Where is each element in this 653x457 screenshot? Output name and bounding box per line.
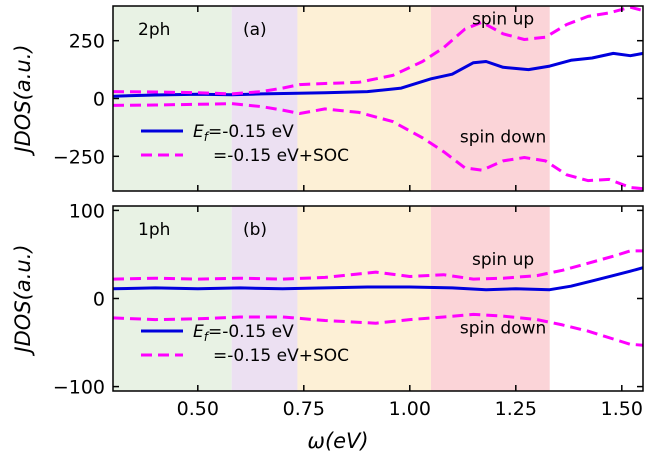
y-axis-label-b: JDOS(a.u.) <box>11 244 35 356</box>
region-a-0 <box>113 6 232 191</box>
process-label-a: 2ph <box>138 20 170 40</box>
y-tick-label-a-0: −250 <box>53 146 105 168</box>
y-tick-label-a-2: 250 <box>69 31 105 53</box>
y-tick-label-b-1: 0 <box>93 289 105 311</box>
series-line-b-0 <box>112 266 644 292</box>
x-tick-label-0: 0.50 <box>177 398 219 420</box>
y-axis-label-a: JDOS(a.u.) <box>11 44 35 156</box>
annotation-spin-up-b: spin up <box>472 250 534 270</box>
legend-suffix-a: =-0.15 eV <box>208 122 294 142</box>
series-group-b <box>112 249 644 347</box>
series-group-a <box>112 5 644 191</box>
annotation-spin-down-b: spin down <box>460 319 546 339</box>
legend-entry-ef-b: Ef=-0.15 eV <box>193 322 294 344</box>
region-a-2 <box>297 6 431 191</box>
panel-label-b: (b) <box>243 220 267 240</box>
energy-regions-a <box>113 6 550 191</box>
legend-entry-ef-a: Ef=-0.15 eV <box>193 122 294 144</box>
x-tick-label-2: 1.00 <box>389 398 431 420</box>
annotation-spin-up-a: spin up <box>472 10 534 30</box>
legend-e-b: E <box>193 322 204 342</box>
y-tick-label-a-1: 0 <box>93 89 105 111</box>
x-tick-label-3: 1.25 <box>495 398 537 420</box>
energy-regions-b <box>113 206 550 391</box>
region-a-1 <box>231 6 298 191</box>
annotation-spin-down-a: spin down <box>460 127 546 147</box>
region-a-3 <box>431 6 550 191</box>
legend-a: Ef=-0.15 eV =-0.15 eV+SOC <box>141 122 349 166</box>
y-tick-label-b-2: 100 <box>69 200 105 222</box>
legend-sub-a: f <box>204 130 210 144</box>
series-line-b-1 <box>112 249 643 281</box>
legend-b: Ef=-0.15 eV =-0.15 eV+SOC <box>141 322 349 366</box>
region-b-3 <box>431 206 550 391</box>
legend-entry-soc-b: =-0.15 eV+SOC <box>213 346 349 366</box>
region-b-0 <box>113 206 232 391</box>
region-b-2 <box>297 206 431 391</box>
ticks-b: −100 0 100 0.50 0.75 1.00 1.25 1.50 <box>53 200 643 420</box>
x-tick-label-4: 1.50 <box>601 398 643 420</box>
x-axis-label: ω(eV) <box>307 429 368 453</box>
region-b-1 <box>231 206 298 391</box>
plot-frame-a <box>112 5 644 192</box>
ticks-a: −250 0 250 <box>53 6 643 191</box>
panel-b: −100 0 100 0.50 0.75 1.00 1.25 1.50 1ph (b) spi… <box>11 200 644 453</box>
process-label-b: 1ph <box>138 220 170 240</box>
legend-suffix-b: =-0.15 eV <box>208 322 294 342</box>
panel-a: −250 0 250 2ph (a) spin up spin down Ef=-0… <box>11 5 644 192</box>
y-tick-label-b-0: −100 <box>53 377 105 399</box>
panel-label-a: (a) <box>243 20 267 40</box>
series-line-a-1 <box>112 5 644 96</box>
legend-entry-soc-a: =-0.15 eV+SOC <box>213 146 349 166</box>
plot-frame-b <box>112 205 644 392</box>
series-line-a-2 <box>112 102 644 191</box>
x-tick-label-1: 0.75 <box>283 398 325 420</box>
legend-e-a: E <box>193 122 204 142</box>
legend-sub-b: f <box>204 330 210 344</box>
series-line-b-2 <box>112 312 644 347</box>
